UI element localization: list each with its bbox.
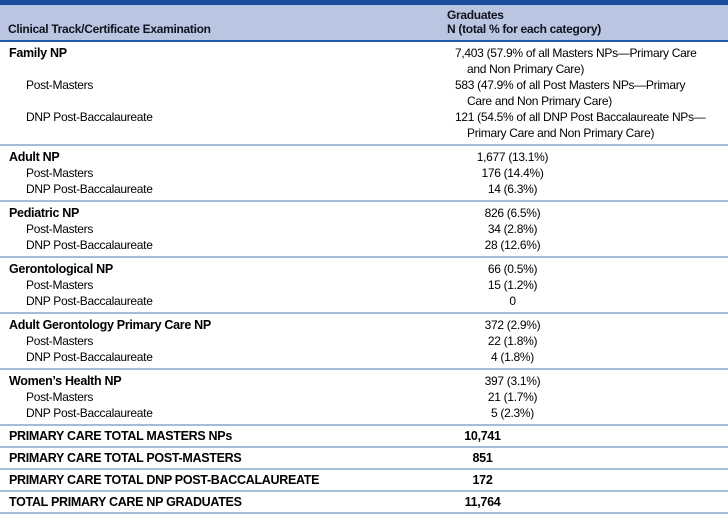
table-row: Family NP 7,403 (57.9% of all Masters NP… bbox=[0, 45, 728, 77]
subrow-label: DNP Post-Baccalaureate bbox=[26, 238, 153, 252]
subrow-label: DNP Post-Baccalaureate bbox=[26, 182, 153, 196]
table-row: DNP Post-Baccalaureate 121 (54.5% of all… bbox=[0, 109, 728, 141]
section-gerontological-np: Gerontological NP 66 (0.5%) Post-Masters… bbox=[0, 258, 728, 314]
table-row: Women’s Health NP 397 (3.1%) bbox=[0, 373, 728, 389]
subrow-value: 121 (54.5% of all DNP Post Baccalaureate… bbox=[455, 110, 706, 140]
table-row: DNP Post-Baccalaureate 28 (12.6%) bbox=[0, 237, 728, 253]
subrow-label: Post-Masters bbox=[26, 334, 94, 348]
total-row-primary-care-dnp-post-baccalaureate: PRIMARY CARE TOTAL DNP POST-BACCALAUREAT… bbox=[0, 470, 728, 492]
header-graduates-line2: N (total % for each category) bbox=[447, 21, 601, 36]
total-label: PRIMARY CARE TOTAL DNP POST-BACCALAUREAT… bbox=[9, 473, 320, 487]
subrow-value: 28 (12.6%) bbox=[484, 238, 541, 252]
subrow-label: DNP Post-Baccalaureate bbox=[26, 406, 153, 420]
table-header-row: Clinical Track/Certificate Examination G… bbox=[0, 5, 728, 42]
subrow-label: Post-Masters bbox=[26, 390, 94, 404]
subrow-label: DNP Post-Baccalaureate bbox=[26, 110, 153, 124]
category-value: 66 (0.5%) bbox=[487, 262, 538, 276]
subrow-value: 15 (1.2%) bbox=[487, 278, 538, 292]
category-label: Women’s Health NP bbox=[9, 374, 122, 388]
category-label: Family NP bbox=[9, 46, 67, 60]
category-value: 1,677 (13.1%) bbox=[476, 150, 549, 164]
subrow-label: DNP Post-Baccalaureate bbox=[26, 294, 153, 308]
table-row: DNP Post-Baccalaureate 0 bbox=[0, 293, 728, 309]
section-adult-np: Adult NP 1,677 (13.1%) Post-Masters 176 … bbox=[0, 146, 728, 202]
table-row: Gerontological NP 66 (0.5%) bbox=[0, 261, 728, 277]
total-value: 10,741 bbox=[464, 429, 501, 443]
subrow-label: Post-Masters bbox=[26, 278, 94, 292]
total-value: 11,764 bbox=[464, 495, 501, 509]
top-accent-bar bbox=[0, 0, 728, 5]
table-row: Post-Masters 176 (14.4%) bbox=[0, 165, 728, 181]
table-row: DNP Post-Baccalaureate 14 (6.3%) bbox=[0, 181, 728, 197]
subrow-value: 22 (1.8%) bbox=[487, 334, 538, 348]
category-value: 826 (6.5%) bbox=[484, 206, 541, 220]
total-label: TOTAL PRIMARY CARE NP GRADUATES bbox=[9, 495, 242, 509]
subrow-value: 176 (14.4%) bbox=[481, 166, 544, 180]
subrow-label: Post-Masters bbox=[26, 222, 94, 236]
header-graduates-line1: Graduates bbox=[447, 8, 504, 22]
table-row: DNP Post-Baccalaureate 4 (1.8%) bbox=[0, 349, 728, 365]
category-value: 7,403 (57.9% of all Masters NPs—Primary … bbox=[455, 46, 697, 76]
category-label: Adult Gerontology Primary Care NP bbox=[9, 318, 211, 332]
table-row: DNP Post-Baccalaureate 5 (2.3%) bbox=[0, 405, 728, 421]
subrow-value: 0 bbox=[509, 294, 516, 308]
table-row: Pediatric NP 826 (6.5%) bbox=[0, 205, 728, 221]
header-clinical-track: Clinical Track/Certificate Examination bbox=[8, 22, 211, 36]
category-label: Adult NP bbox=[9, 150, 60, 164]
total-label: PRIMARY CARE TOTAL MASTERS NPs bbox=[9, 429, 232, 443]
table-row: Post-Masters 22 (1.8%) bbox=[0, 333, 728, 349]
total-value: 172 bbox=[472, 473, 493, 487]
section-pediatric-np: Pediatric NP 826 (6.5%) Post-Masters 34 … bbox=[0, 202, 728, 258]
table-row: Post-Masters 21 (1.7%) bbox=[0, 389, 728, 405]
total-row-total-primary-care-np-graduates: TOTAL PRIMARY CARE NP GRADUATES 11,764 bbox=[0, 492, 728, 514]
total-row-primary-care-post-masters: PRIMARY CARE TOTAL POST-MASTERS 851 bbox=[0, 448, 728, 470]
subrow-label: Post-Masters bbox=[26, 166, 94, 180]
subrow-value: 34 (2.8%) bbox=[487, 222, 538, 236]
subrow-value: 583 (47.9% of all Post Masters NPs—Prima… bbox=[455, 78, 686, 108]
header-graduates: Graduates N (total % for each category) bbox=[447, 8, 601, 40]
subrow-label: DNP Post-Baccalaureate bbox=[26, 350, 153, 364]
table-row: Post-Masters 34 (2.8%) bbox=[0, 221, 728, 237]
section-family-np: Family NP 7,403 (57.9% of all Masters NP… bbox=[0, 42, 728, 146]
section-adult-gerontology-primary-care-np: Adult Gerontology Primary Care NP 372 (2… bbox=[0, 314, 728, 370]
category-label: Gerontological NP bbox=[9, 262, 113, 276]
table-row: Post-Masters 15 (1.2%) bbox=[0, 277, 728, 293]
category-value: 397 (3.1%) bbox=[484, 374, 541, 388]
table-row: Adult Gerontology Primary Care NP 372 (2… bbox=[0, 317, 728, 333]
table-row: Adult NP 1,677 (13.1%) bbox=[0, 149, 728, 165]
subrow-value: 4 (1.8%) bbox=[491, 350, 534, 364]
category-label: Pediatric NP bbox=[9, 206, 80, 220]
total-label: PRIMARY CARE TOTAL POST-MASTERS bbox=[9, 451, 242, 465]
subrow-value: 14 (6.3%) bbox=[487, 182, 538, 196]
subrow-value: 21 (1.7%) bbox=[487, 390, 538, 404]
section-womens-health-np: Women’s Health NP 397 (3.1%) Post-Master… bbox=[0, 370, 728, 426]
category-value: 372 (2.9%) bbox=[484, 318, 541, 332]
total-row-primary-care-masters: PRIMARY CARE TOTAL MASTERS NPs 10,741 bbox=[0, 426, 728, 448]
table-row: Post-Masters 583 (47.9% of all Post Mast… bbox=[0, 77, 728, 109]
subrow-label: Post-Masters bbox=[26, 78, 94, 92]
subrow-value: 5 (2.3%) bbox=[491, 406, 534, 420]
total-value: 851 bbox=[472, 451, 493, 465]
